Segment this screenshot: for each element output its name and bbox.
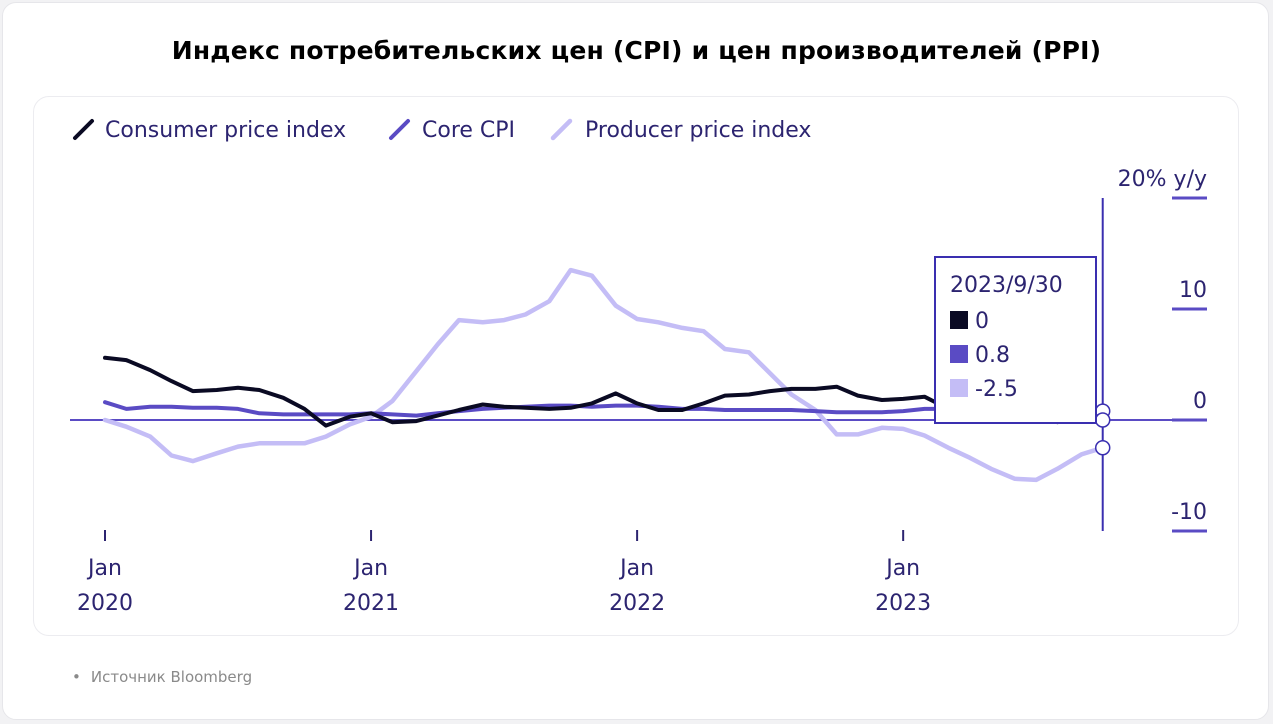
page-title: Индекс потребительских цен (CPI) и цен п… — [171, 36, 1102, 65]
x-tick-label-month: Jan — [352, 556, 388, 581]
tooltip-swatch-cpi — [950, 311, 968, 329]
x-tick-label-month: Jan — [86, 556, 122, 581]
legend-item-producer-price-index[interactable]: Producer price index — [550, 118, 811, 143]
x-tick-label-month: Jan — [884, 556, 920, 581]
x-tick-label-month: Jan — [618, 556, 654, 581]
legend: Consumer price index Core CPI Producer p… — [73, 118, 811, 143]
tooltip-row-cpi: 0 — [950, 309, 989, 334]
tooltip-row-core-cpi: 0.8 — [950, 343, 1010, 368]
tooltip-value-core-cpi: 0.8 — [975, 343, 1010, 368]
x-axis: Jan 2020 Jan 2021 Jan 2022 Jan 2023 — [77, 530, 931, 616]
x-tick-label-year: 2020 — [77, 591, 133, 616]
legend-swatch-producer-price-index — [550, 118, 573, 141]
legend-label-producer-price-index: Producer price index — [585, 118, 811, 143]
tooltip-date: 2023/9/30 — [950, 273, 1063, 298]
legend-label-core-cpi: Core CPI — [422, 118, 515, 143]
tooltip-value-cpi: 0 — [975, 309, 989, 334]
legend-item-consumer-price-index[interactable]: Consumer price index — [73, 118, 346, 143]
source-bullet: • — [72, 668, 81, 686]
y-tick-label: 10 — [1179, 278, 1207, 303]
cursor-marker — [1094, 412, 1111, 428]
tooltip-row-ppi: -2.5 — [950, 377, 1018, 402]
tooltip-swatch-ppi — [950, 379, 968, 397]
tooltip-swatch-core-cpi — [950, 345, 968, 363]
y-tick-label: 20% y/y — [1118, 167, 1207, 192]
x-tick-label-year: 2023 — [875, 591, 931, 616]
y-tick-label: -10 — [1171, 500, 1207, 525]
source-text: Источник Bloomberg — [90, 668, 253, 686]
x-tick-label-year: 2022 — [609, 591, 665, 616]
cursor-marker — [1094, 440, 1111, 456]
legend-label-consumer-price-index: Consumer price index — [105, 118, 346, 143]
tooltip-value-ppi: -2.5 — [975, 377, 1018, 402]
source-note: • Источник Bloomberg — [72, 668, 252, 686]
cursor-markers — [1094, 403, 1111, 456]
y-tick-label: 0 — [1193, 389, 1207, 414]
legend-item-core-cpi[interactable]: Core CPI — [389, 118, 515, 143]
legend-swatch-core-cpi — [389, 119, 410, 140]
y-axis: 20% y/y 10 0 -10 — [1118, 167, 1207, 533]
series-line-producer-price-index — [102, 267, 1105, 483]
legend-swatch-consumer-price-index — [73, 119, 94, 140]
tooltip: 2023/9/30 0 0.8 -2.5 — [934, 256, 1097, 424]
x-tick-label-year: 2021 — [343, 591, 399, 616]
